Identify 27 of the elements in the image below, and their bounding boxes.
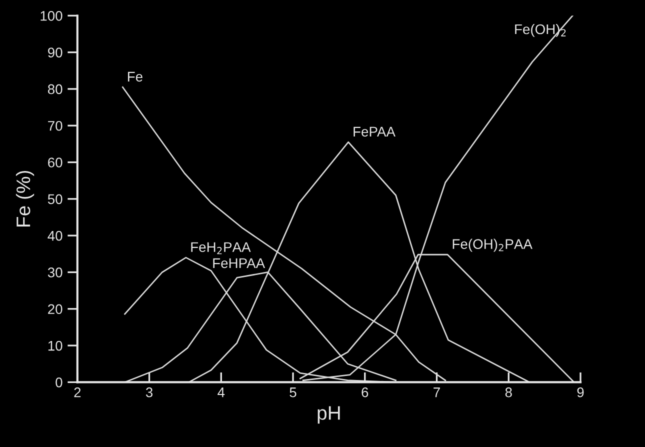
x-tick-label: 7: [434, 388, 440, 398]
y-tick-label: 50: [48, 194, 62, 204]
x-tick-label: 6: [362, 387, 368, 398]
y-tick-label: 0: [56, 378, 62, 388]
series-label: Fe(OH)$_{2}$PAA: [452, 238, 532, 252]
x-tick-label: 8: [505, 387, 512, 398]
y-axis-title: Fe (%): [16, 170, 34, 226]
series-label: FeH$_{2}$PAA: [191, 242, 251, 254]
y-tick-label: 20: [48, 304, 62, 314]
y-tick-label: 70: [48, 120, 62, 131]
y-tick-label: 90: [48, 48, 62, 58]
series-label: FePAA: [354, 126, 396, 137]
series-label: Fe: [128, 72, 142, 82]
y-tick-label: 30: [48, 268, 62, 278]
x-tick-label: 5: [290, 388, 296, 398]
y-tick-label: 100: [40, 10, 62, 21]
x-tick-label: 4: [218, 388, 225, 398]
series-label: FeHPAA: [213, 258, 266, 268]
x-tick-label: 9: [577, 387, 584, 398]
y-tick-label: 40: [48, 230, 62, 241]
x-tick-label: 3: [146, 387, 153, 398]
y-tick-label: 60: [48, 158, 62, 168]
y-tick-label: 10: [48, 340, 62, 351]
series-label: Fe(OH)$_{2}$: [515, 24, 566, 37]
y-tick-label: 80: [48, 84, 62, 94]
x-axis-title: pH: [318, 406, 340, 424]
x-tick-label: 2: [74, 387, 81, 398]
